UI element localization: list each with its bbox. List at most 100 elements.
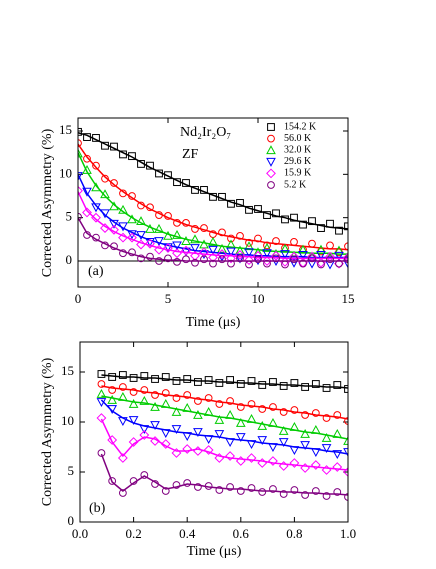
data-point xyxy=(311,487,320,495)
fit-line xyxy=(100,418,348,471)
data-point xyxy=(247,377,256,385)
data-point xyxy=(215,400,224,408)
data-point xyxy=(300,441,310,451)
data-point xyxy=(208,245,218,255)
data-point xyxy=(139,430,150,440)
series xyxy=(97,370,348,393)
legend-marker xyxy=(267,134,275,143)
data-point xyxy=(163,230,173,240)
data-point xyxy=(78,172,83,182)
data-point xyxy=(235,433,246,443)
data-point xyxy=(136,216,146,226)
data-point xyxy=(163,243,173,253)
data-point xyxy=(183,375,192,383)
data-point xyxy=(226,397,234,405)
data-point xyxy=(279,382,288,390)
data-point xyxy=(161,389,170,397)
data-point xyxy=(190,250,200,261)
series xyxy=(78,127,348,235)
data-point xyxy=(194,483,202,491)
data-point xyxy=(262,256,272,266)
data-point xyxy=(343,467,348,477)
data-point xyxy=(316,251,326,260)
data-point xyxy=(289,458,300,468)
data-point xyxy=(117,453,128,463)
data-point xyxy=(344,242,348,251)
data-point xyxy=(269,378,277,386)
data-point xyxy=(254,234,262,243)
data-point xyxy=(343,252,348,263)
data-point xyxy=(164,254,172,263)
data-point xyxy=(321,432,332,442)
data-point xyxy=(263,259,271,268)
data-point xyxy=(269,485,277,493)
data-point xyxy=(290,255,298,264)
data-point xyxy=(226,483,234,491)
plot-frame xyxy=(79,341,349,523)
data-point xyxy=(171,406,182,416)
data-point xyxy=(245,238,253,247)
data-point xyxy=(236,231,244,240)
data-point xyxy=(181,245,191,256)
data-point xyxy=(300,428,310,438)
data-point xyxy=(332,450,343,460)
data-point xyxy=(262,242,272,252)
data-point xyxy=(139,395,150,405)
y-tick-label: 10 xyxy=(61,413,74,428)
y-tick-label: 10 xyxy=(59,165,72,180)
panel-label: (b) xyxy=(89,501,106,516)
data-point xyxy=(326,255,334,264)
y-tick-label: 15 xyxy=(59,122,72,137)
data-point xyxy=(215,379,224,387)
data-point xyxy=(100,223,110,233)
data-point xyxy=(127,230,137,240)
data-point xyxy=(151,391,159,399)
data-point xyxy=(190,234,200,244)
fit-line xyxy=(101,374,348,389)
data-point xyxy=(172,377,181,385)
data-point xyxy=(272,209,280,218)
data-point xyxy=(299,220,307,229)
data-point xyxy=(172,241,182,251)
x-axis-label: Time (μs) xyxy=(187,544,242,559)
data-point xyxy=(97,449,106,457)
data-point xyxy=(110,179,118,187)
condition-label: ZF xyxy=(182,147,199,162)
data-point xyxy=(172,229,182,239)
data-point xyxy=(194,378,202,386)
data-point xyxy=(108,477,117,485)
data-point xyxy=(193,409,203,419)
data-point xyxy=(92,161,100,170)
data-point xyxy=(145,238,155,249)
data-point xyxy=(128,398,139,408)
data-point xyxy=(97,370,106,378)
data-point xyxy=(322,414,331,422)
data-point xyxy=(82,207,92,218)
data-point xyxy=(217,249,227,259)
data-point xyxy=(235,250,245,260)
y-tick-label: 5 xyxy=(68,463,75,478)
data-point xyxy=(344,417,348,425)
data-point xyxy=(301,383,310,391)
data-point xyxy=(271,250,281,261)
data-point xyxy=(258,488,267,496)
data-point xyxy=(209,259,217,268)
data-point xyxy=(290,238,298,246)
data-point xyxy=(214,430,225,440)
data-point xyxy=(140,471,149,479)
data-point xyxy=(155,257,163,265)
data-point xyxy=(281,260,289,269)
x-tick-label: 0.0 xyxy=(72,526,88,541)
legend-marker xyxy=(267,181,275,189)
data-point xyxy=(204,376,213,384)
data-point xyxy=(118,489,127,497)
data-point xyxy=(97,380,106,388)
data-point xyxy=(236,403,245,411)
fit-line xyxy=(78,132,348,230)
data-point xyxy=(83,154,91,163)
data-point xyxy=(334,251,344,261)
data-point xyxy=(154,237,164,247)
data-point xyxy=(204,394,213,402)
data-point xyxy=(322,492,331,500)
plot-frame xyxy=(77,117,349,288)
